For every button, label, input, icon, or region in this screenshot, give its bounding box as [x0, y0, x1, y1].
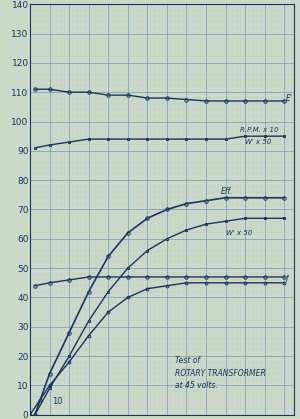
Text: R.P.M. x 10: R.P.M. x 10 — [240, 127, 279, 133]
Text: Eff.: Eff. — [221, 187, 233, 197]
Text: 10: 10 — [52, 397, 63, 406]
Text: E': E' — [286, 93, 293, 103]
Text: I': I' — [286, 275, 291, 285]
Text: W' x 50: W' x 50 — [245, 139, 272, 145]
Text: Test of
ROTARY TRANSFORMER
at 45 volts.: Test of ROTARY TRANSFORMER at 45 volts. — [175, 356, 266, 390]
Text: W' x 50: W' x 50 — [226, 230, 252, 236]
